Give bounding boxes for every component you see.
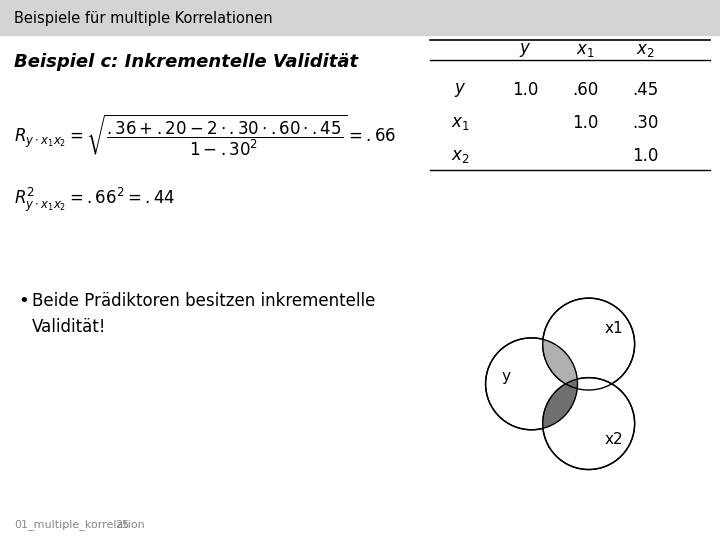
Text: x2: x2 [605,432,624,447]
Text: .60: .60 [572,81,598,99]
Text: $y$: $y$ [454,81,467,99]
Text: $R^2_{y \cdot x_1 x_2} = .66^2 = .44$: $R^2_{y \cdot x_1 x_2} = .66^2 = .44$ [14,186,175,214]
Text: $x_1$: $x_1$ [576,41,594,59]
Text: $R_{y \cdot x_1 x_2} = \sqrt{\dfrac{.36 + .20 - 2 \cdot .30 \cdot .60 \cdot .45}: $R_{y \cdot x_1 x_2} = \sqrt{\dfrac{.36 … [14,112,396,158]
Text: x1: x1 [605,321,624,335]
Text: $x_1$: $x_1$ [451,114,469,132]
Text: •: • [18,292,29,310]
Text: $x_2$: $x_2$ [451,147,469,165]
Text: .30: .30 [632,114,658,132]
Circle shape [543,377,634,469]
Text: Beispiele für multiple Korrelationen: Beispiele für multiple Korrelationen [14,10,273,25]
Text: 1.0: 1.0 [572,114,598,132]
Text: y: y [502,369,510,384]
Circle shape [485,338,577,430]
Circle shape [485,338,577,430]
Circle shape [543,298,634,390]
Text: 1.0: 1.0 [632,147,658,165]
Text: Beispiel c: Inkrementelle Validität: Beispiel c: Inkrementelle Validität [14,53,358,71]
Circle shape [485,338,577,430]
Text: 25: 25 [115,520,129,530]
Text: 01_multiple_korrelation: 01_multiple_korrelation [14,519,145,530]
Text: .45: .45 [632,81,658,99]
Text: 1.0: 1.0 [512,81,538,99]
Text: $x_2$: $x_2$ [636,41,654,59]
Bar [0,0,720,35]
Text: Beide Prädiktoren besitzen inkrementelle
Validität!: Beide Prädiktoren besitzen inkrementelle… [32,292,375,336]
Text: $y$: $y$ [519,41,531,59]
